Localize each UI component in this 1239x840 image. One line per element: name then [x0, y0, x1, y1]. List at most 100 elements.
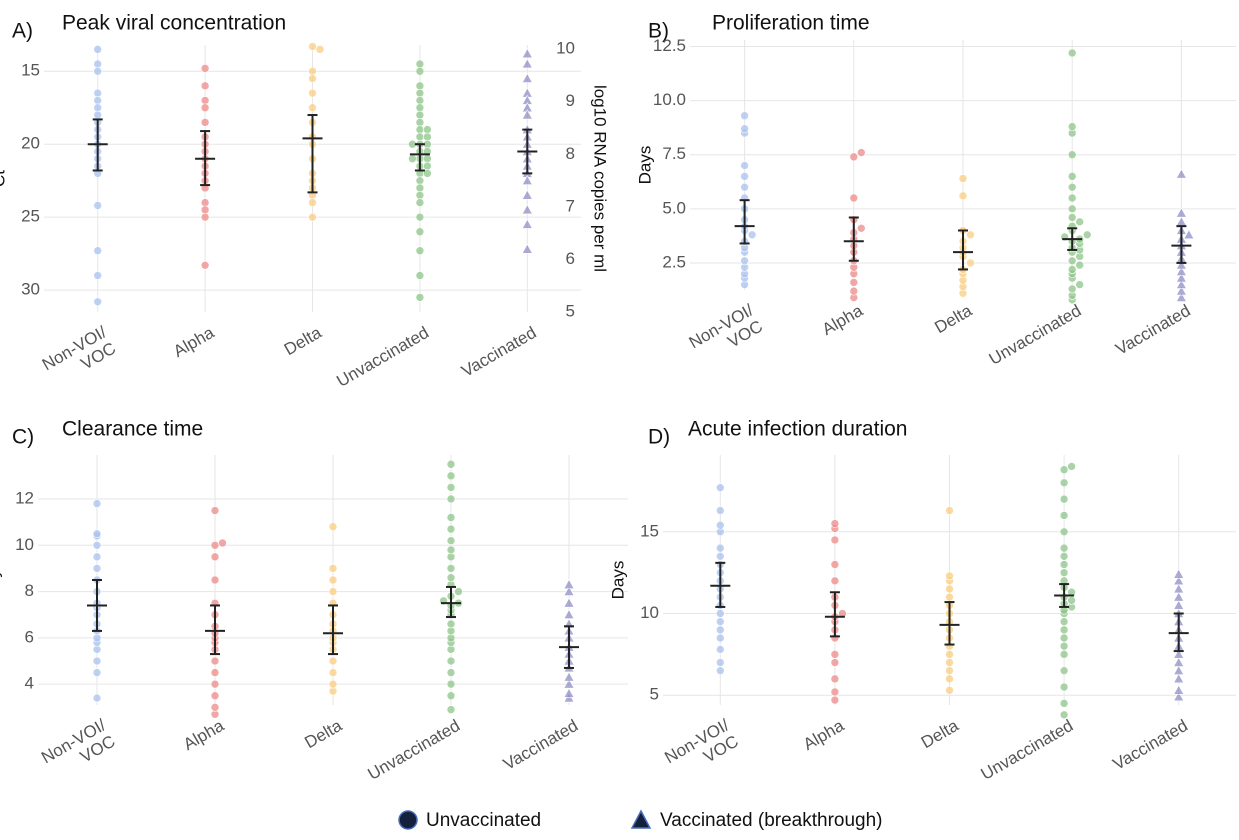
point [92, 552, 102, 562]
x-tick-label: Delta [301, 716, 345, 753]
point [93, 88, 102, 98]
point [1173, 599, 1185, 610]
point [563, 678, 575, 689]
point [415, 118, 425, 127]
point [1067, 462, 1076, 471]
y-tick-label: 7.5 [662, 144, 686, 163]
point [1067, 596, 1076, 605]
point [415, 132, 425, 142]
point [1059, 633, 1069, 643]
point [1175, 285, 1187, 296]
x-tick-label: Vaccinated [1110, 716, 1191, 774]
point [715, 666, 725, 675]
y2-axis-label: log10 RNA copies per ml [591, 85, 610, 272]
y-tick-label: 6 [25, 627, 34, 646]
point [1059, 625, 1069, 635]
point [446, 656, 456, 666]
point [415, 183, 425, 193]
point [1067, 204, 1077, 214]
point [563, 671, 575, 682]
panel: C) Clearance time 4 6 8 10 12 Days Non-VOI/VOC Al… [0, 418, 628, 784]
y-tick-label: 8 [25, 581, 34, 600]
point [210, 552, 220, 562]
point [715, 625, 725, 635]
x-tick-label: Delta [918, 716, 962, 753]
point [446, 564, 456, 573]
point [1173, 656, 1185, 667]
point [308, 103, 317, 113]
point [1075, 260, 1084, 270]
y-tick-label: 30 [21, 280, 40, 299]
point [446, 691, 456, 701]
point [218, 538, 227, 548]
point [521, 204, 533, 215]
point [1175, 272, 1187, 283]
point [521, 48, 533, 59]
point [210, 506, 220, 515]
point [1059, 568, 1069, 577]
point [945, 506, 954, 515]
point [415, 246, 425, 256]
point [830, 519, 840, 528]
legend-marker [398, 810, 418, 830]
point [715, 520, 725, 530]
point [1175, 265, 1187, 276]
point [830, 674, 840, 684]
y-tick-label: 10 [15, 535, 34, 554]
point [1175, 168, 1187, 179]
point [446, 705, 456, 714]
point [1173, 568, 1185, 579]
point [849, 286, 859, 296]
point [308, 74, 317, 83]
point [1059, 527, 1069, 537]
x-tick-label: Unvaccinated [365, 716, 464, 784]
point [715, 609, 725, 618]
point [92, 499, 102, 508]
point [415, 103, 425, 113]
point [1175, 278, 1187, 289]
point [1067, 122, 1077, 131]
legend-label: Vaccinated (breakthrough) [660, 810, 883, 831]
point [1059, 511, 1069, 520]
point [1082, 230, 1092, 240]
point [1075, 280, 1084, 289]
point [1067, 193, 1077, 203]
x-tick-label: Unvaccinated [978, 716, 1077, 784]
point [521, 189, 533, 200]
point [415, 66, 425, 76]
point [93, 110, 102, 120]
point [415, 176, 425, 185]
x-tick-label: Alpha [180, 716, 228, 754]
point [521, 218, 533, 229]
point [308, 198, 317, 207]
point [563, 609, 575, 620]
point [423, 132, 432, 142]
point [210, 656, 220, 666]
point [1067, 213, 1077, 222]
point [93, 103, 102, 113]
point [92, 693, 102, 703]
point [446, 513, 456, 522]
point [210, 679, 220, 689]
x-tick-label: Vaccinated [458, 323, 539, 381]
y-axis-label: Ct [0, 170, 8, 187]
point [200, 96, 210, 105]
point [415, 190, 425, 200]
point [92, 668, 102, 677]
y-tick-label: 12 [15, 488, 34, 507]
point [415, 88, 425, 98]
point [1173, 583, 1185, 594]
point [740, 256, 749, 266]
point [715, 645, 725, 654]
point [1067, 48, 1077, 58]
point [1067, 256, 1077, 266]
point [1059, 617, 1069, 626]
point [849, 152, 859, 162]
point [1173, 665, 1185, 675]
panel: A) Peak viral concentration 15 20 25 30 Ct 5 6 7 8… [0, 12, 610, 391]
point [415, 198, 425, 207]
point [446, 536, 456, 545]
point [328, 575, 338, 585]
point [1175, 259, 1187, 270]
